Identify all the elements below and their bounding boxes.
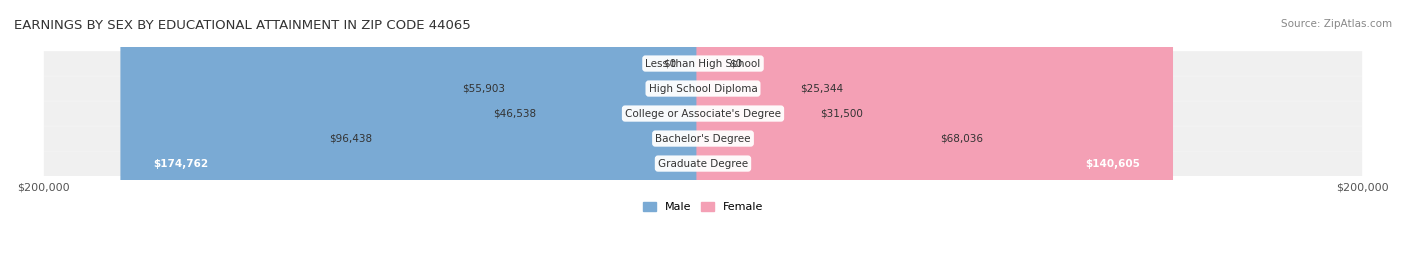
Text: $68,036: $68,036 — [941, 134, 983, 144]
FancyBboxPatch shape — [44, 101, 1362, 126]
Text: High School Diploma: High School Diploma — [648, 84, 758, 94]
FancyBboxPatch shape — [44, 76, 1362, 101]
FancyBboxPatch shape — [44, 51, 1362, 76]
FancyBboxPatch shape — [378, 0, 710, 269]
Text: $25,344: $25,344 — [800, 84, 842, 94]
FancyBboxPatch shape — [44, 151, 1362, 176]
FancyBboxPatch shape — [696, 0, 793, 269]
Text: $96,438: $96,438 — [329, 134, 373, 144]
Text: Graduate Degree: Graduate Degree — [658, 158, 748, 169]
Text: $46,538: $46,538 — [494, 109, 537, 119]
Text: $174,762: $174,762 — [153, 158, 208, 169]
Text: EARNINGS BY SEX BY EDUCATIONAL ATTAINMENT IN ZIP CODE 44065: EARNINGS BY SEX BY EDUCATIONAL ATTAINMEN… — [14, 19, 471, 32]
FancyBboxPatch shape — [543, 0, 710, 269]
FancyBboxPatch shape — [696, 0, 1173, 269]
Text: $31,500: $31,500 — [820, 109, 863, 119]
Text: $0: $0 — [664, 59, 676, 69]
FancyBboxPatch shape — [512, 0, 710, 269]
FancyBboxPatch shape — [696, 0, 814, 269]
Text: Bachelor's Degree: Bachelor's Degree — [655, 134, 751, 144]
Text: College or Associate's Degree: College or Associate's Degree — [626, 109, 780, 119]
Legend: Male, Female: Male, Female — [638, 197, 768, 217]
Text: $140,605: $140,605 — [1085, 158, 1140, 169]
Text: Source: ZipAtlas.com: Source: ZipAtlas.com — [1281, 19, 1392, 29]
Text: $55,903: $55,903 — [463, 84, 506, 94]
FancyBboxPatch shape — [696, 0, 934, 269]
Text: $0: $0 — [730, 59, 742, 69]
FancyBboxPatch shape — [44, 126, 1362, 151]
FancyBboxPatch shape — [121, 0, 710, 269]
Text: Less than High School: Less than High School — [645, 59, 761, 69]
